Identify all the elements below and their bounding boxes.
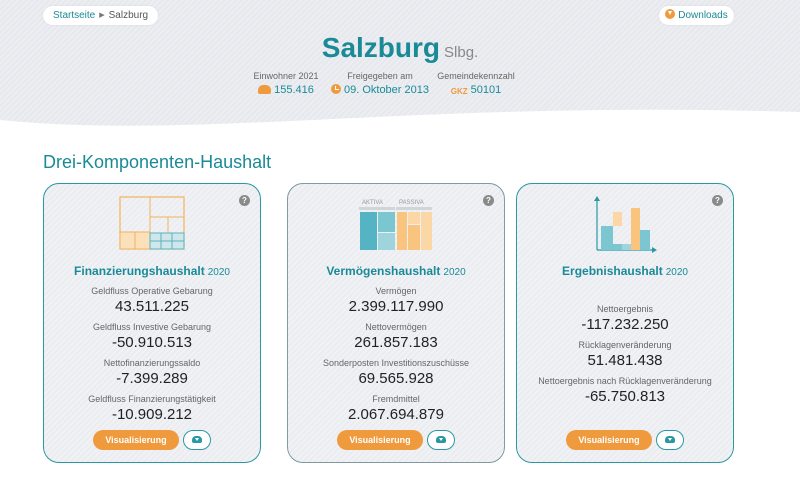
- card-vermoegenshaushalt: ? AKTIVA PASSIVA Vermögenshaushalt 2020 V…: [287, 183, 505, 463]
- kpi-value: 2.067.694.879: [348, 406, 444, 423]
- meta-population: Einwohner 2021 155.416: [226, 71, 346, 96]
- clock-icon: [330, 84, 341, 94]
- kpi-value: -10.909.212: [111, 406, 193, 423]
- aktiva-label: AKTIVA: [362, 200, 383, 206]
- kpi-value: -117.232.250: [581, 316, 669, 333]
- hero-wave: [0, 109, 800, 146]
- kpi-list: Nettoergebnis -117.232.250 Rücklagenverä…: [517, 304, 733, 412]
- bar-chart-icon: [594, 196, 657, 253]
- kpi-value: 261.857.183: [354, 334, 438, 351]
- card-title: Vermögenshaushalt 2020: [326, 264, 466, 278]
- kpi-label: Vermögen: [375, 286, 417, 296]
- kpi-label: Nettovermögen: [365, 322, 427, 332]
- card-actions: Visualisierung: [44, 430, 260, 450]
- visualisierung-button[interactable]: Visualisierung: [337, 430, 423, 450]
- passiva-label: PASSIVA: [399, 200, 424, 206]
- kpi-label: Sonderposten Investitionszuschüsse: [322, 358, 470, 368]
- meta-value: 09. Oktober 2013: [343, 84, 429, 96]
- meta-value: 155.416: [274, 84, 314, 96]
- kpi-list: Geldfluss Operative Gebarung 43.511.225 …: [44, 286, 260, 430]
- kpi-label: Nettofinanzierungssaldo: [103, 358, 201, 368]
- help-icon[interactable]: ?: [483, 195, 494, 206]
- kpi-label: Rücklagenveränderung: [578, 340, 672, 350]
- kpi-value: 43.511.225: [115, 298, 189, 315]
- kpi-value: 51.481.438: [587, 352, 663, 369]
- page-title-row: Salzburg Slbg.: [0, 32, 800, 64]
- kpi-label: Geldfluss Finanzierungstätigkeit: [88, 394, 216, 404]
- kpi-label: Geldfluss Operative Gebarung: [91, 286, 213, 296]
- cloud-download-button[interactable]: [655, 430, 684, 450]
- breadcrumb-current: Salzburg: [108, 10, 149, 21]
- state-abbreviation: Slbg.: [444, 44, 479, 61]
- kpi-label: Nettoergebnis nach Rücklagenveränderung: [538, 376, 712, 386]
- card-title: Ergebnishaushalt 2020: [562, 264, 688, 278]
- kpi-label: Fremdmittel: [372, 394, 420, 404]
- chevron-right-icon: ▶: [99, 12, 105, 19]
- card-actions: Visualisierung: [288, 430, 504, 450]
- cloud-download-icon: [435, 436, 446, 443]
- downloads-label: Downloads: [678, 10, 728, 21]
- visualisierung-button[interactable]: Visualisierung: [93, 430, 179, 450]
- kpi-value: 2.399.117.990: [348, 298, 444, 315]
- download-icon: [665, 9, 676, 19]
- downloads-button[interactable]: Downloads: [659, 6, 734, 25]
- kpi-label: Nettoergebnis: [596, 304, 654, 314]
- page-title: Salzburg: [321, 32, 441, 63]
- cloud-download-icon: [664, 436, 675, 443]
- help-icon[interactable]: ?: [239, 195, 250, 206]
- meta-release-date: Freigegeben am 09. Oktober 2013: [320, 71, 440, 96]
- help-icon[interactable]: ?: [712, 195, 723, 206]
- visualisierung-button[interactable]: Visualisierung: [566, 430, 652, 450]
- gkz-icon: GKZ: [450, 87, 468, 96]
- breadcrumb-home-link[interactable]: Startseite: [53, 10, 96, 21]
- meta-value: 50101: [470, 84, 502, 96]
- kpi-value: 69.565.928: [358, 370, 434, 387]
- card-ergebnishaushalt: ? Ergebnishaushalt 2020 Nettoergebnis -11…: [516, 183, 734, 463]
- meta-label: Freigegeben am: [347, 71, 413, 81]
- breadcrumb: Startseite ▶ Salzburg: [43, 6, 159, 25]
- treemap-icon: [119, 196, 185, 250]
- balance-sheet-icon: AKTIVA PASSIVA: [359, 200, 432, 250]
- meta-label: Einwohner 2021: [253, 71, 319, 81]
- kpi-label: Geldfluss Investive Gebarung: [92, 322, 212, 332]
- section-title: Drei-Komponenten-Haushalt: [43, 152, 272, 172]
- kpi-value: -65.750.813: [584, 388, 666, 405]
- kpi-value: -7.399.289: [116, 370, 188, 387]
- meta-label: Gemeindekennzahl: [437, 71, 515, 81]
- cloud-download-button[interactable]: [426, 430, 455, 450]
- cloud-download-icon: [191, 436, 202, 443]
- people-icon: [258, 85, 272, 94]
- kpi-list: Vermögen 2.399.117.990 Nettovermögen 261…: [288, 286, 504, 430]
- card-title: Finanzierungshaushalt 2020: [74, 264, 230, 278]
- kpi-value: -50.910.513: [111, 334, 193, 351]
- card-finanzierungshaushalt: ? Finanzierungshaushalt 2020 Geldfluss Op…: [43, 183, 261, 463]
- cloud-download-button[interactable]: [182, 430, 211, 450]
- card-actions: Visualisierung: [517, 430, 733, 450]
- meta-municipality-code: Gemeindekennzahl GKZ 50101: [416, 71, 536, 96]
